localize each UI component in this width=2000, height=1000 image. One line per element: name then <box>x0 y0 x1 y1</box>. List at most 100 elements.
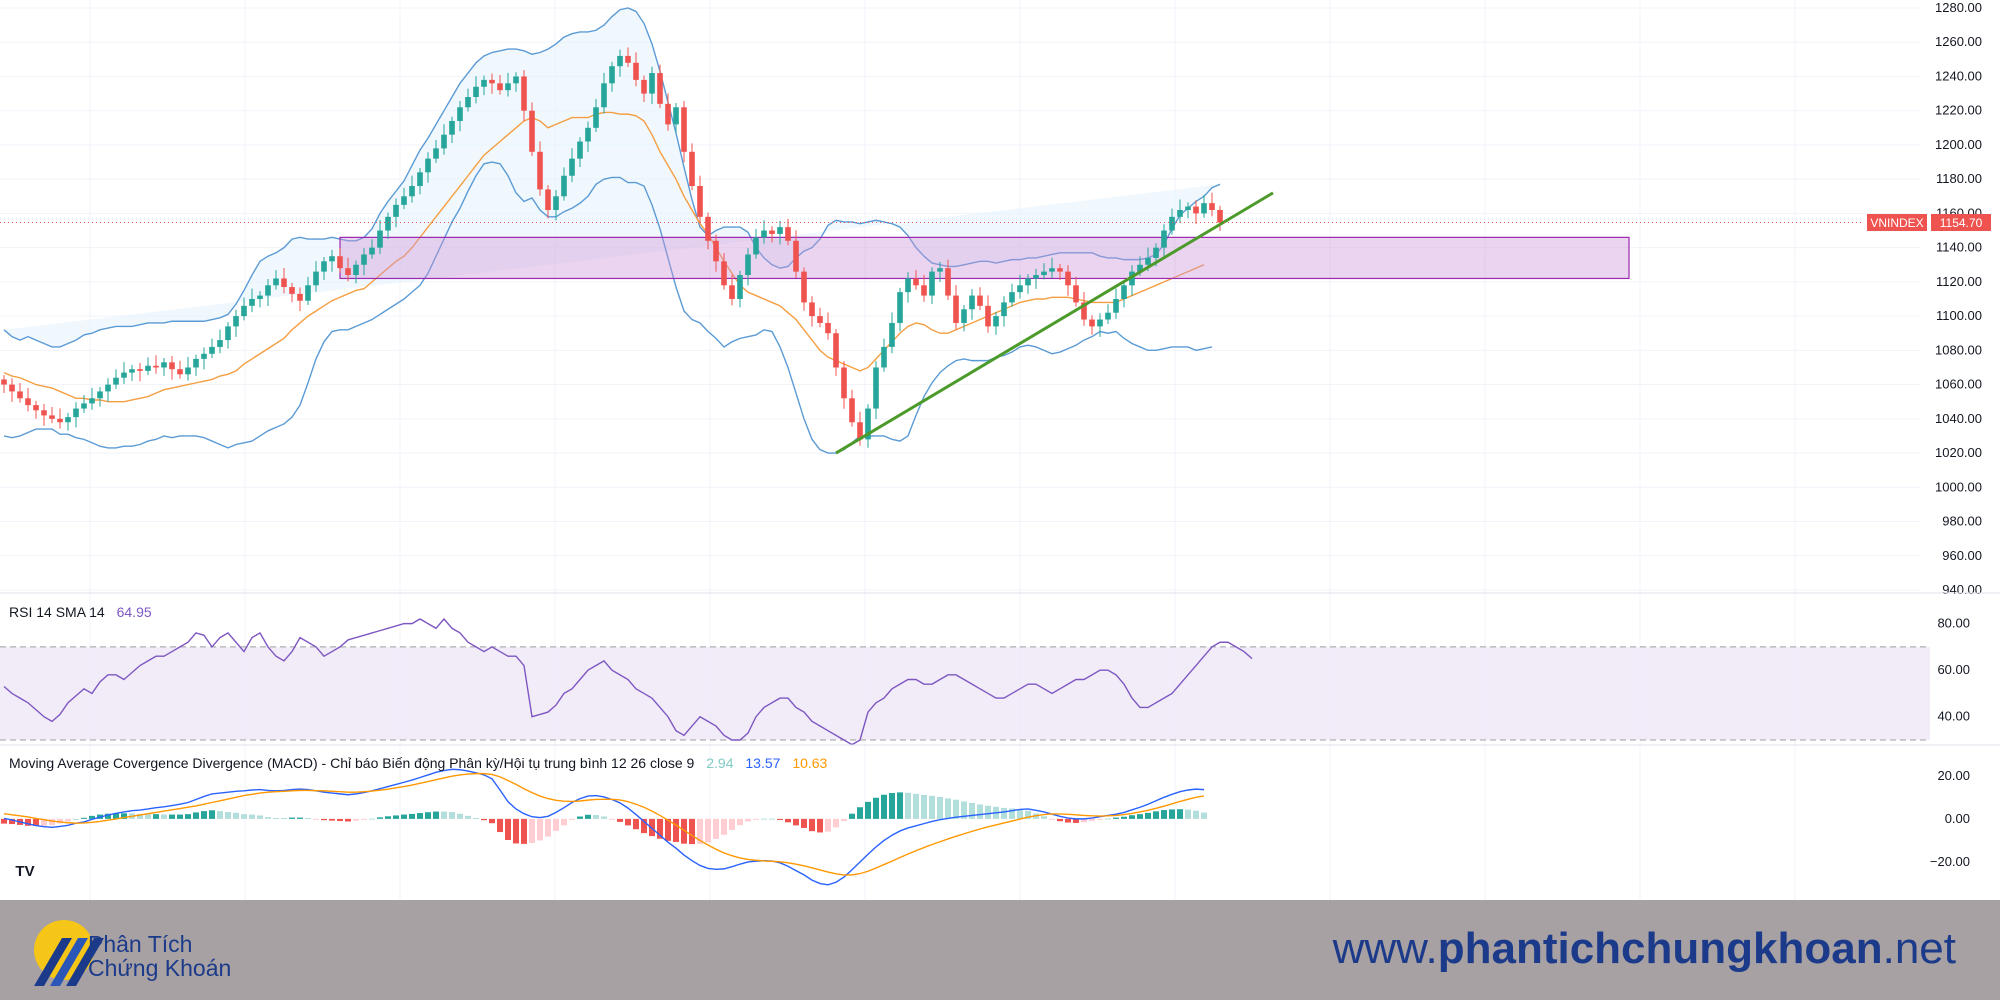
chart-canvas[interactable]: 1280.00 1260.00 1240.00 1220.00 1200.00 1180.… <box>0 0 2000 900</box>
candle-down[interactable] <box>153 365 159 368</box>
candle-up[interactable] <box>881 346 887 368</box>
candle-down[interactable] <box>281 278 287 288</box>
candle-down[interactable] <box>49 415 55 419</box>
candle-up[interactable] <box>233 316 239 327</box>
candle-down[interactable] <box>297 293 303 301</box>
candle-down[interactable] <box>833 333 839 368</box>
candle-up[interactable] <box>129 369 135 373</box>
candle-up[interactable] <box>737 275 743 299</box>
candle-up[interactable] <box>265 285 271 296</box>
candle-up[interactable] <box>105 384 111 392</box>
candle-up[interactable] <box>145 365 151 371</box>
candle-up[interactable] <box>217 340 223 347</box>
candle-up[interactable] <box>1041 271 1047 276</box>
candle-down[interactable] <box>913 278 919 286</box>
candle-down[interactable] <box>769 230 775 234</box>
candle-up[interactable] <box>481 79 487 87</box>
candle-down[interactable] <box>681 107 687 152</box>
candle-up[interactable] <box>473 86 479 98</box>
candle-up[interactable] <box>1201 203 1207 214</box>
candle-up[interactable] <box>273 278 279 286</box>
candle-down[interactable] <box>9 384 15 392</box>
candle-up[interactable] <box>561 175 567 197</box>
candle-up[interactable] <box>97 391 103 399</box>
candle-down[interactable] <box>337 256 343 269</box>
candle-down[interactable] <box>665 103 671 125</box>
candle-down[interactable] <box>489 79 495 84</box>
candle-down[interactable] <box>625 55 631 63</box>
candle-up[interactable] <box>465 97 471 108</box>
candle-up[interactable] <box>441 134 447 149</box>
candle-down[interactable] <box>689 151 695 187</box>
candle-up[interactable] <box>1177 209 1183 217</box>
candle-up[interactable] <box>617 55 623 67</box>
candle-down[interactable] <box>849 398 855 423</box>
candle-up[interactable] <box>1185 206 1191 210</box>
candle-down[interactable] <box>633 62 639 80</box>
candle-down[interactable] <box>1081 302 1087 320</box>
candle-down[interactable] <box>801 271 807 303</box>
candle-up[interactable] <box>425 158 431 173</box>
candle-up[interactable] <box>897 292 903 323</box>
candle-up[interactable] <box>569 158 575 176</box>
candle-up[interactable] <box>1121 285 1127 299</box>
candle-up[interactable] <box>777 227 783 234</box>
candle-up[interactable] <box>937 268 943 272</box>
candle-up[interactable] <box>305 285 311 301</box>
candle-down[interactable] <box>33 405 39 411</box>
bollinger-upper-line[interactable] <box>3 7 1221 348</box>
candle-up[interactable] <box>1033 275 1039 279</box>
candle-up[interactable] <box>193 358 199 368</box>
candle-up[interactable] <box>1049 268 1055 272</box>
candle-up[interactable] <box>969 295 975 310</box>
candle-down[interactable] <box>1065 271 1071 286</box>
candle-up[interactable] <box>889 322 895 347</box>
candle-up[interactable] <box>241 305 247 317</box>
candle-up[interactable] <box>961 309 967 323</box>
candle-up[interactable] <box>113 377 119 385</box>
candle-down[interactable] <box>521 76 527 111</box>
candle-down[interactable] <box>641 79 647 94</box>
candle-up[interactable] <box>1009 292 1015 303</box>
candle-up[interactable] <box>81 403 87 409</box>
candle-up[interactable] <box>121 372 127 378</box>
candle-up[interactable] <box>457 107 463 121</box>
candle-down[interactable] <box>17 391 23 399</box>
candle-up[interactable] <box>417 172 423 187</box>
candle-up[interactable] <box>73 408 79 418</box>
candle-down[interactable] <box>57 418 63 423</box>
candle-up[interactable] <box>393 204 399 217</box>
candle-down[interactable] <box>721 261 727 286</box>
candle-down[interactable] <box>289 287 295 294</box>
candle-up[interactable] <box>601 83 607 108</box>
trendline[interactable] <box>835 191 1274 455</box>
candle-up[interactable] <box>1153 247 1159 258</box>
candle-up[interactable] <box>65 417 71 423</box>
candle-up[interactable] <box>1001 302 1007 317</box>
candle-down[interactable] <box>1073 285 1079 303</box>
candle-down[interactable] <box>817 316 823 323</box>
candle-down[interactable] <box>953 295 959 323</box>
candle-up[interactable] <box>905 278 911 293</box>
macd-legend[interactable]: Moving Average Covergence Divergence (MA… <box>9 755 835 771</box>
candle-down[interactable] <box>921 285 927 296</box>
candle-up[interactable] <box>369 247 375 255</box>
rsi-line[interactable] <box>3 617 1253 746</box>
candle-down[interactable] <box>713 240 719 262</box>
candle-down[interactable] <box>809 302 815 317</box>
candle-up[interactable] <box>505 83 511 91</box>
candle-down[interactable] <box>137 369 143 371</box>
candle-up[interactable] <box>249 299 255 306</box>
candle-up[interactable] <box>353 264 359 276</box>
candle-up[interactable] <box>89 398 95 404</box>
candle-up[interactable] <box>1113 299 1119 313</box>
candle-up[interactable] <box>929 271 935 296</box>
candle-up[interactable] <box>649 73 655 94</box>
candle-up[interactable] <box>865 408 871 440</box>
candle-up[interactable] <box>593 107 599 128</box>
candle-up[interactable] <box>745 254 751 276</box>
candle-down[interactable] <box>793 240 799 272</box>
candle-down[interactable] <box>529 110 535 152</box>
candle-down[interactable] <box>825 322 831 334</box>
macd-signal-line[interactable] <box>3 772 1205 876</box>
